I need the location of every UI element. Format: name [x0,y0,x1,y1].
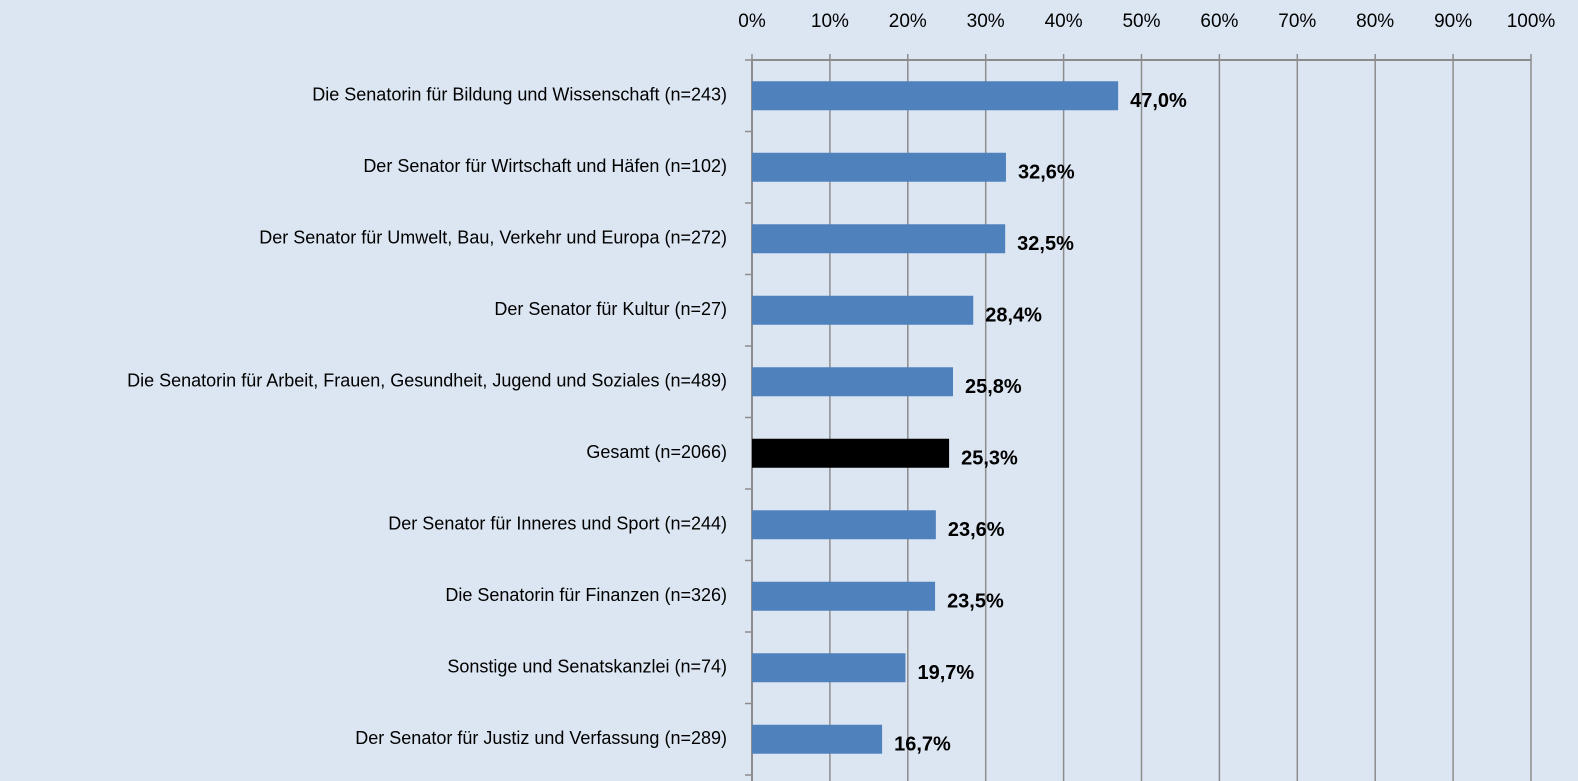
y-tick-label: Die Senatorin für Bildung und Wissenscha… [312,85,727,105]
y-tick-label: Der Senator für Wirtschaft und Häfen (n=… [363,156,727,176]
y-tick-label: Der Senator für Inneres und Sport (n=244… [388,514,727,534]
bar [752,653,906,683]
x-tick-label: 60% [1200,11,1238,32]
data-label: 16,7% [894,734,951,756]
y-tick-label: Die Senatorin für Finanzen (n=326) [445,585,727,605]
data-label: 23,5% [947,591,1004,613]
bar [752,581,936,611]
x-tick-label: 30% [967,11,1005,32]
y-tick-label: Der Senator für Justiz und Verfassung (n… [355,728,727,748]
bar [752,510,936,540]
x-tick-label: 70% [1278,11,1316,32]
bar [752,367,953,397]
x-tick-label: 40% [1045,11,1083,32]
y-tick-label: Die Senatorin für Arbeit, Frauen, Gesund… [127,371,727,391]
x-tick-label: 80% [1356,11,1394,32]
y-tick-label: Sonstige und Senatskanzlei (n=74) [447,657,727,677]
data-label: 28,4% [985,305,1042,327]
bar [752,295,974,325]
x-tick-label: 10% [811,11,849,32]
bar [752,152,1006,182]
data-label: 23,6% [948,519,1005,541]
data-label: 32,6% [1018,162,1075,184]
x-tick-label: 50% [1122,11,1160,32]
y-tick-label: Gesamt (n=2066) [586,442,727,462]
y-tick-label: Der Senator für Kultur (n=27) [494,299,727,319]
data-label: 47,0% [1130,90,1187,112]
x-tick-label: 0% [738,11,766,32]
bar [752,438,950,468]
x-tick-label: 20% [889,11,927,32]
x-tick-label: 90% [1434,11,1472,32]
data-label: 25,3% [961,448,1018,470]
data-label: 19,7% [917,662,974,684]
bar [752,724,883,754]
bar [752,224,1006,254]
x-tick-label: 100% [1507,11,1556,32]
bar [752,81,1119,111]
data-label: 32,5% [1017,233,1074,255]
data-label: 25,8% [965,376,1022,398]
y-tick-label: Der Senator für Umwelt, Bau, Verkehr und… [259,228,727,248]
